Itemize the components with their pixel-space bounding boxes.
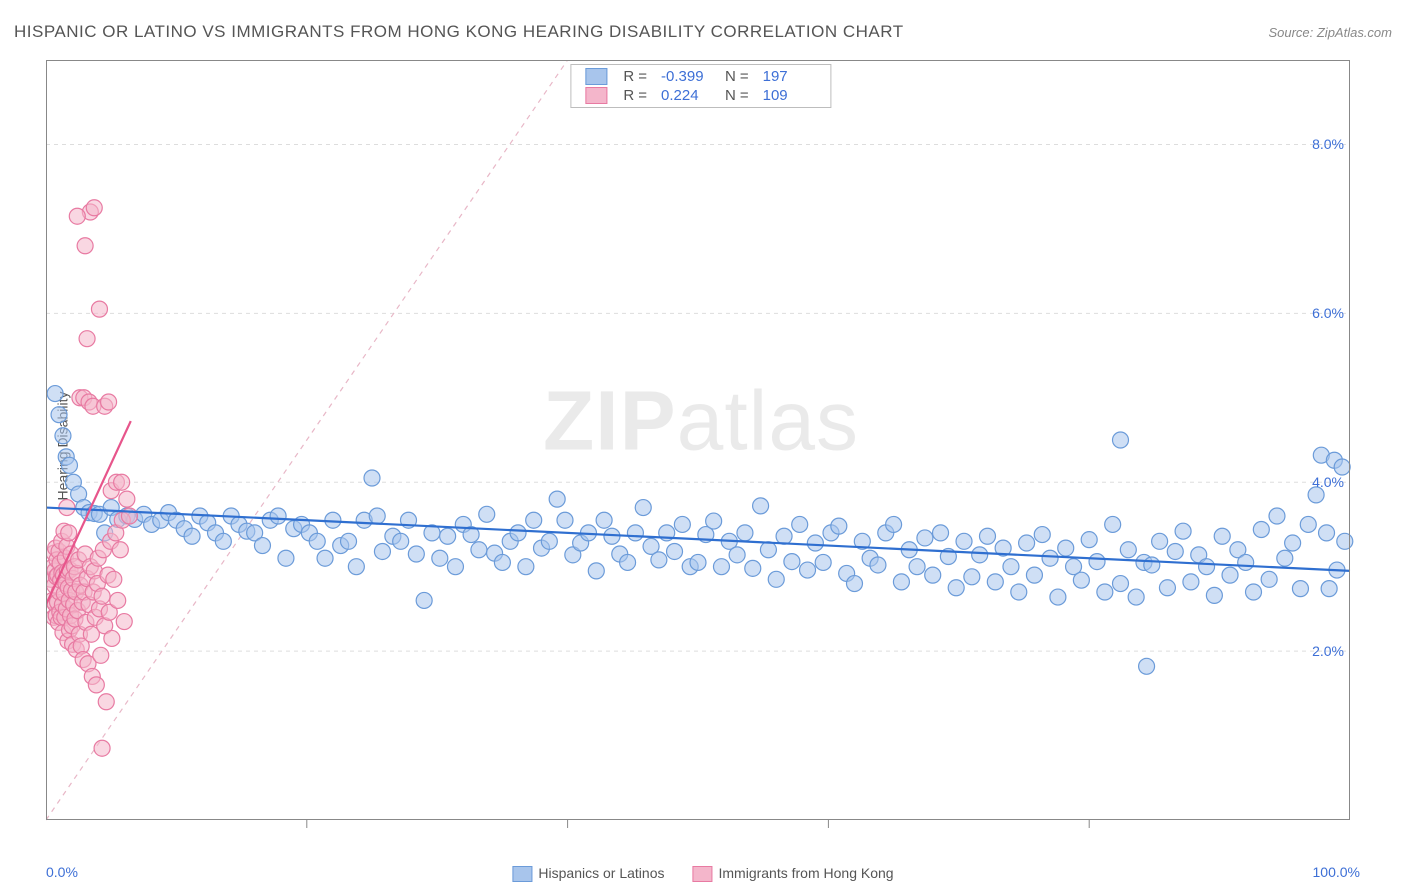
legend-item-series2: Immigrants from Hong Kong [692, 865, 893, 882]
x-axis-min-label: 0.0% [46, 864, 78, 880]
series-legend: Hispanics or Latinos Immigrants from Hon… [512, 865, 893, 882]
swatch-series2 [585, 87, 607, 104]
legend-item-series1: Hispanics or Latinos [512, 865, 664, 882]
correlation-legend: R=-0.399 N=197 R=0.224 N=109 [570, 64, 831, 108]
legend-row-series2: R=0.224 N=109 [571, 86, 830, 105]
source-prefix: Source: [1268, 25, 1316, 40]
y-tick-label: 8.0% [1312, 136, 1344, 152]
legend-label-series1: Hispanics or Latinos [538, 865, 664, 881]
chart-title: HISPANIC OR LATINO VS IMMIGRANTS FROM HO… [14, 22, 904, 42]
legend-row-series1: R=-0.399 N=197 [571, 67, 830, 86]
legend-label-series2: Immigrants from Hong Kong [718, 865, 893, 881]
swatch-series2-bottom [692, 866, 712, 882]
x-axis-max-label: 100.0% [1313, 864, 1360, 880]
series1-r-value: -0.399 [661, 68, 715, 85]
series1-n-value: 197 [763, 68, 817, 85]
swatch-series1-bottom [512, 866, 532, 882]
source-name: ZipAtlas.com [1317, 25, 1392, 40]
source-attribution: Source: ZipAtlas.com [1268, 25, 1392, 40]
chart-plot-area: ZIPatlas R=-0.399 N=197 R=0.224 N=109 [46, 60, 1356, 828]
y-tick-label: 6.0% [1312, 305, 1344, 321]
series2-r-value: 0.224 [661, 87, 715, 104]
y-tick-label: 2.0% [1312, 643, 1344, 659]
swatch-series1 [585, 68, 607, 85]
series2-n-value: 109 [763, 87, 817, 104]
y-tick-label: 4.0% [1312, 474, 1344, 490]
chart-header: HISPANIC OR LATINO VS IMMIGRANTS FROM HO… [14, 22, 1392, 42]
scatter-chart [46, 60, 1356, 828]
